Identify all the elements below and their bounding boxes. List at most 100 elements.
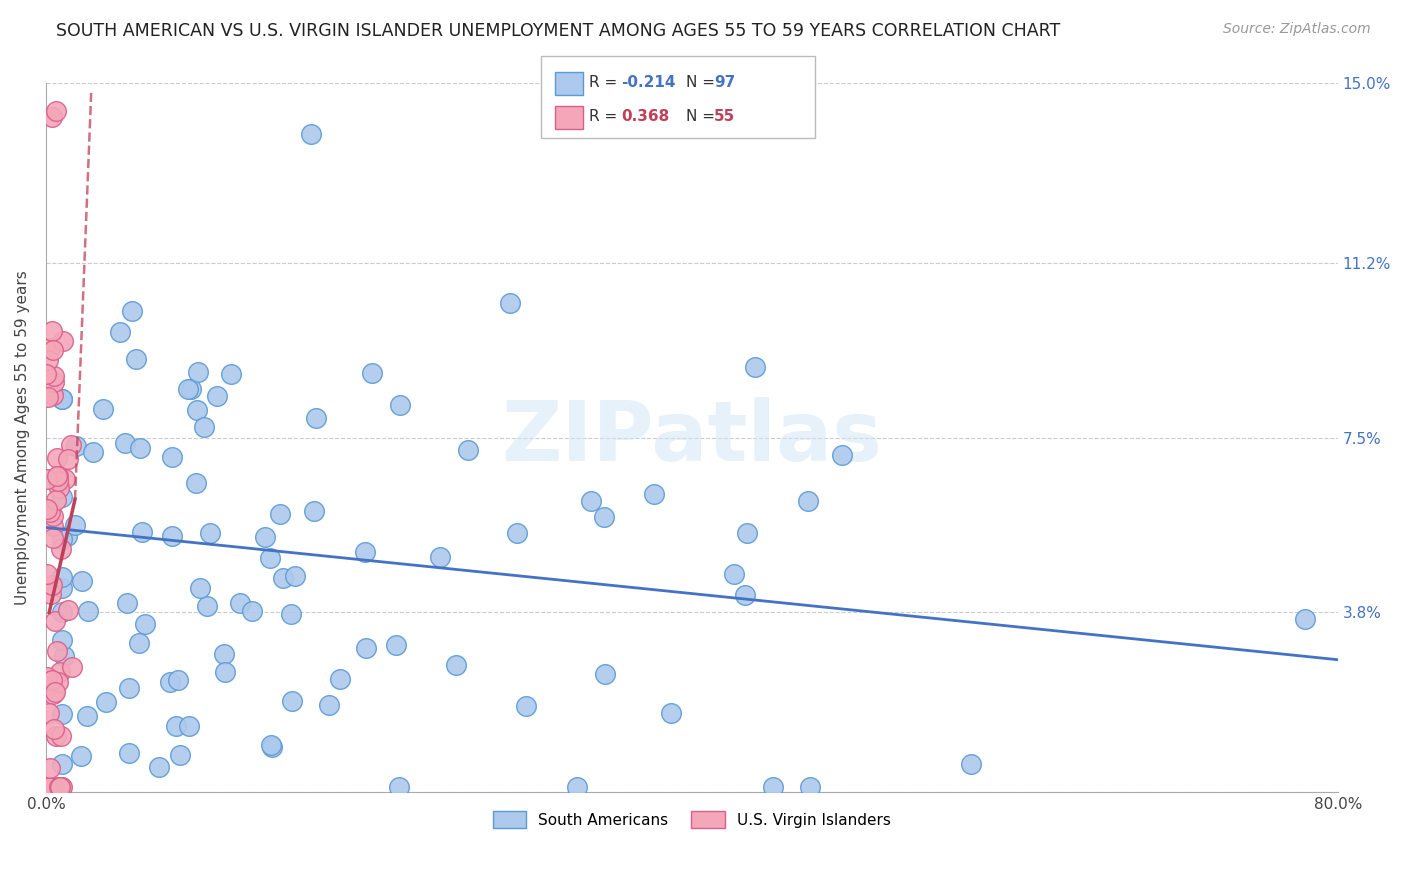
Point <box>581 493 603 508</box>
Text: N =: N = <box>686 110 720 124</box>
Point <box>51 780 73 795</box>
Point <box>45 493 67 508</box>
Text: ZIPatlas: ZIPatlas <box>502 397 883 478</box>
Point <box>595 667 617 681</box>
Point <box>114 435 136 450</box>
Point <box>46 451 69 466</box>
Point <box>44 614 66 628</box>
Point <box>567 780 589 795</box>
Point <box>42 343 65 357</box>
Point <box>59 438 82 452</box>
Point <box>240 604 263 618</box>
Point <box>42 368 65 383</box>
Point <box>659 706 682 721</box>
Point <box>60 660 83 674</box>
Point <box>118 746 141 760</box>
Point <box>214 647 236 661</box>
Point <box>53 472 76 486</box>
Point <box>205 389 228 403</box>
Point <box>219 367 242 381</box>
Text: Source: ZipAtlas.com: Source: ZipAtlas.com <box>1223 22 1371 37</box>
Point <box>44 722 66 736</box>
Point <box>280 694 302 708</box>
Point <box>51 706 73 721</box>
Point <box>193 420 215 434</box>
Point <box>35 368 58 382</box>
Point <box>388 398 411 412</box>
Point <box>388 780 411 795</box>
Point <box>129 441 152 455</box>
Point <box>42 531 65 545</box>
Point <box>48 780 70 795</box>
Point <box>39 761 62 775</box>
Point <box>304 504 326 518</box>
Point <box>253 530 276 544</box>
Text: N =: N = <box>686 76 720 90</box>
Point <box>51 632 73 647</box>
Point <box>354 640 377 655</box>
Point <box>52 334 75 348</box>
Point <box>49 780 72 795</box>
Y-axis label: Unemployment Among Ages 55 to 59 years: Unemployment Among Ages 55 to 59 years <box>15 270 30 605</box>
Point <box>91 401 114 416</box>
Point <box>166 673 188 687</box>
Point <box>723 566 745 581</box>
Point <box>56 529 79 543</box>
Text: 55: 55 <box>714 110 735 124</box>
Point <box>65 440 87 454</box>
Point <box>70 574 93 588</box>
Point <box>195 599 218 614</box>
Point <box>53 649 76 664</box>
Point <box>49 780 72 795</box>
Point <box>734 588 756 602</box>
Point <box>118 681 141 696</box>
Point <box>51 392 73 406</box>
Point <box>37 472 59 486</box>
Point <box>429 549 451 564</box>
Point <box>39 587 62 601</box>
Point <box>41 388 63 402</box>
Text: 0.368: 0.368 <box>621 110 669 124</box>
Point <box>229 596 252 610</box>
Point <box>269 507 291 521</box>
Point <box>46 644 69 658</box>
Point <box>48 780 70 795</box>
Point <box>506 525 529 540</box>
Point <box>284 569 307 583</box>
Point <box>37 390 59 404</box>
Point <box>108 325 131 339</box>
Point <box>318 698 340 713</box>
Point <box>131 525 153 540</box>
Point <box>444 657 467 672</box>
Point <box>354 544 377 558</box>
Point <box>70 748 93 763</box>
Point <box>280 607 302 621</box>
Point <box>51 581 73 595</box>
Point <box>37 670 59 684</box>
Point <box>188 581 211 595</box>
Text: R =: R = <box>589 110 623 124</box>
Point <box>38 780 60 795</box>
Point <box>49 542 72 557</box>
Point <box>46 468 69 483</box>
Point <box>260 738 283 752</box>
Point <box>799 780 821 795</box>
Point <box>35 566 58 581</box>
Point <box>51 490 73 504</box>
Point <box>38 780 60 795</box>
Point <box>385 639 408 653</box>
Point <box>831 449 853 463</box>
Point <box>134 617 156 632</box>
Point <box>39 780 62 795</box>
Point <box>160 528 183 542</box>
Point <box>96 695 118 709</box>
Point <box>159 675 181 690</box>
Point <box>39 505 62 519</box>
Point <box>48 481 70 495</box>
Point <box>214 665 236 679</box>
Point <box>1294 612 1316 626</box>
Point <box>38 341 60 355</box>
Point <box>115 596 138 610</box>
Point <box>735 526 758 541</box>
Legend: South Americans, U.S. Virgin Islanders: South Americans, U.S. Virgin Islanders <box>486 805 897 834</box>
